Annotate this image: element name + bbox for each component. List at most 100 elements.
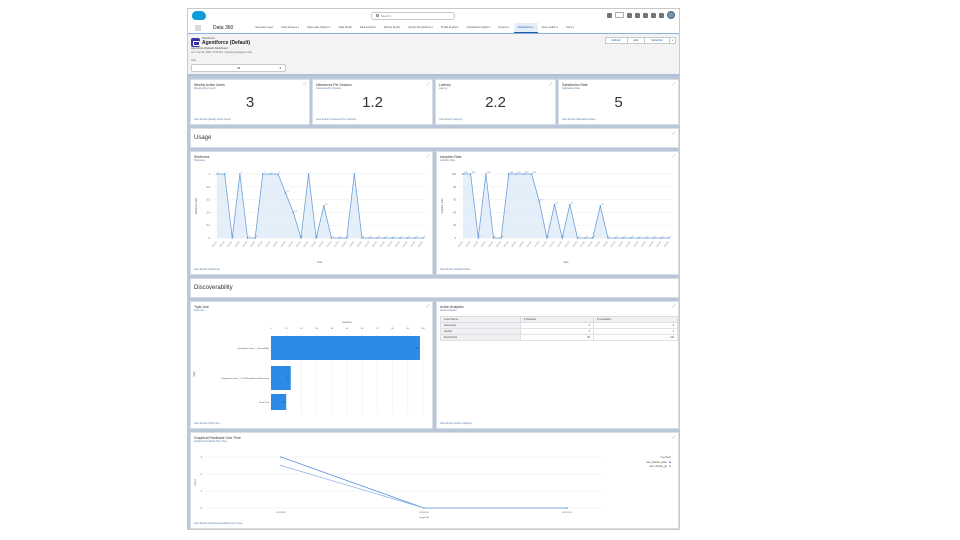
nav-item-reports[interactable]: Reports ▾ [498, 26, 510, 29]
svg-text:0.5: 0.5 [325, 204, 329, 206]
svg-text:6/02/25: 6/02/25 [466, 241, 472, 248]
expand-icon[interactable]: ⤢ [303, 82, 306, 86]
nav-item-data-streams[interactable]: Data Streams ▾ [281, 26, 300, 29]
view-report-link[interactable]: View Report (Utterances Per Session) [316, 118, 357, 121]
expand-icon[interactable]: ⤢ [426, 304, 429, 308]
global-search-input[interactable]: Search... [371, 12, 455, 20]
nav-item-query-editor[interactable]: Query Editor ▾ [541, 26, 559, 29]
favorites-dropdown-icon[interactable] [615, 12, 624, 18]
view-filter-select[interactable]: All ▾ [191, 64, 286, 72]
view-report-link[interactable]: View Report (Adoption Rate) [440, 268, 471, 271]
svg-text:0: 0 [586, 236, 588, 238]
salesforce-logo-icon[interactable] [192, 11, 206, 20]
view-report-link[interactable]: View Report (Satisfaction Rate) [562, 118, 596, 121]
svg-text:6/01/25: 6/01/25 [212, 241, 218, 248]
svg-text:100: 100 [452, 173, 457, 176]
gear-icon[interactable] [651, 12, 656, 18]
svg-text:6/14/25: 6/14/25 [557, 241, 563, 248]
nav-item-identity-studio[interactable]: Identity Studio [383, 26, 401, 29]
svg-text:6/04/25: 6/04/25 [481, 241, 487, 248]
svg-text:6/16/25: 6/16/25 [326, 241, 332, 248]
global-header: Search... [188, 9, 679, 23]
stickiness-area-chart[interactable]: 0 0.2 0.4 0.6 0.8 1 Stickiness Rate 1 6/01/25 1 6/… [191, 164, 434, 266]
svg-text:0.4: 0.4 [207, 211, 211, 214]
svg-text:6/05/25: 6/05/25 [488, 241, 494, 248]
svg-text:6/19/25: 6/19/25 [349, 241, 355, 248]
svg-text:6/07/25: 6/07/25 [258, 241, 264, 248]
svg-text:52: 52 [571, 203, 574, 205]
svg-text:6/21/25: 6/21/25 [365, 241, 371, 248]
svg-text:6/05/25: 6/05/25 [242, 241, 248, 248]
svg-text:0: 0 [617, 236, 619, 238]
notifications-icon[interactable] [659, 12, 664, 18]
view-report-link[interactable]: View Report (Topic Use) [194, 422, 220, 425]
nav-item-semantic-layer[interactable]: Semantic Layer [255, 26, 274, 29]
setup-assist-icon[interactable] [627, 12, 632, 18]
metric-card-latency: Latency Latency ⤢ 2.2 View Report (Laten… [435, 79, 556, 125]
nav-item-more[interactable]: More ▾ [566, 26, 575, 29]
chart-card-stickiness: Stickiness Stickiness ⤢ 0 0.2 0.4 0.6 0.8 1 St… [190, 151, 433, 275]
svg-text:0: 0 [479, 236, 481, 238]
nav-item-dashboards[interactable]: Dashboards ▾ [513, 23, 538, 33]
app-launcher-icon[interactable] [195, 25, 201, 31]
edit-button[interactable]: Edit [626, 37, 646, 44]
svg-text:Feedback: Feedback [661, 456, 672, 459]
svg-text:6/26/25: 6/26/25 [649, 241, 655, 248]
expand-icon[interactable]: ⤢ [426, 154, 429, 158]
view-report-link[interactable]: View Report (Action Analytics) [440, 422, 472, 425]
svg-text:6/16/25: 6/16/25 [572, 241, 578, 248]
svg-text:6/25/25: 6/25/25 [395, 241, 401, 248]
expand-icon[interactable]: ⤢ [426, 82, 429, 86]
svg-text:30: 30 [315, 328, 318, 330]
refresh-button[interactable]: Refresh [604, 37, 628, 44]
metric-value: 2.2 [485, 94, 506, 111]
svg-text:6/25/25: 6/25/25 [641, 241, 647, 248]
view-report-link[interactable]: View Report (Weekly Active Users) [194, 118, 231, 121]
favorites-icon[interactable] [607, 12, 612, 18]
svg-text:50: 50 [346, 328, 349, 330]
svg-text:Sessions: Sessions [342, 321, 353, 324]
adoption-rate-area-chart[interactable]: 0 20 40 60 80 100 Adoption Rate 100 6/01/25 100 6/… [437, 164, 680, 266]
svg-text:6/04/25: 6/04/25 [235, 241, 241, 248]
help-icon[interactable] [643, 12, 648, 18]
app-nav-bar: Data 360 Semantic Layer Data Streams ▾ Dat… [188, 23, 679, 34]
view-report-link[interactable]: View Report (Stickiness) [194, 268, 220, 271]
expand-icon[interactable]: ⤢ [672, 131, 675, 135]
feedback-line-chart[interactable]: 0 1 2 3 Count 6/19/2025 6/20/2025 6/21/2025 Logg… [191, 443, 680, 523]
nav-item-calculated-insights[interactable]: Calculated Insights ▾ [466, 26, 491, 29]
nav-item-profile-explorer[interactable]: Profile Explorer [440, 26, 459, 29]
nav-item-data-lake-objects[interactable]: Data Lake Objects ▾ [307, 26, 331, 29]
view-report-link[interactable]: View Report (Graphical Feedback Over Tim… [194, 522, 243, 525]
topic-use-bar-chart[interactable]: Sessions 0 10 20 30 40 50 60 70 80 90 100 Topic Emplo… [191, 314, 434, 422]
svg-text:6/20/25: 6/20/25 [357, 241, 363, 248]
svg-text:40: 40 [453, 211, 456, 214]
metric-card-utterances-per-session: Utterances Per Session Utterances Per Se… [312, 79, 433, 125]
more-actions-button[interactable]: ▾ [668, 37, 676, 44]
svg-text:6/09/25: 6/09/25 [519, 241, 525, 248]
view-report-link[interactable]: View Report (Latency) [439, 118, 463, 121]
expand-icon[interactable]: ⤢ [549, 82, 552, 86]
svg-text:6/14/25: 6/14/25 [311, 241, 317, 248]
avatar[interactable] [667, 11, 675, 19]
nav-item-data-model[interactable]: Data Model [338, 26, 352, 29]
trailhead-icon[interactable] [635, 12, 640, 18]
svg-text:100: 100 [533, 172, 537, 174]
nav-item-identity-resolutions[interactable]: Identity Resolutions ▾ [408, 26, 433, 29]
svg-text:6/22/25: 6/22/25 [618, 241, 624, 248]
expand-icon[interactable]: ⤢ [672, 82, 675, 86]
svg-text:100: 100 [421, 328, 425, 330]
expand-icon[interactable]: ⤢ [672, 435, 675, 439]
expand-icon[interactable]: ⤢ [672, 304, 675, 308]
expand-icon[interactable]: ⤢ [672, 154, 675, 158]
nav-item-data-explorer[interactable]: Data Explorer [359, 26, 376, 29]
svg-text:0: 0 [409, 236, 411, 238]
svg-text:6/17/25: 6/17/25 [334, 241, 340, 248]
svg-text:Logged At: Logged At [419, 516, 429, 519]
section-header-discoverability: Discoverability [190, 278, 679, 298]
subscribe-button[interactable]: Subscribe [644, 37, 670, 44]
svg-text:100: 100 [487, 172, 491, 174]
svg-text:6/12/25: 6/12/25 [296, 241, 302, 248]
svg-text:0: 0 [502, 236, 504, 238]
svg-text:0: 0 [302, 236, 304, 238]
svg-text:0.4: 0.4 [294, 210, 298, 212]
